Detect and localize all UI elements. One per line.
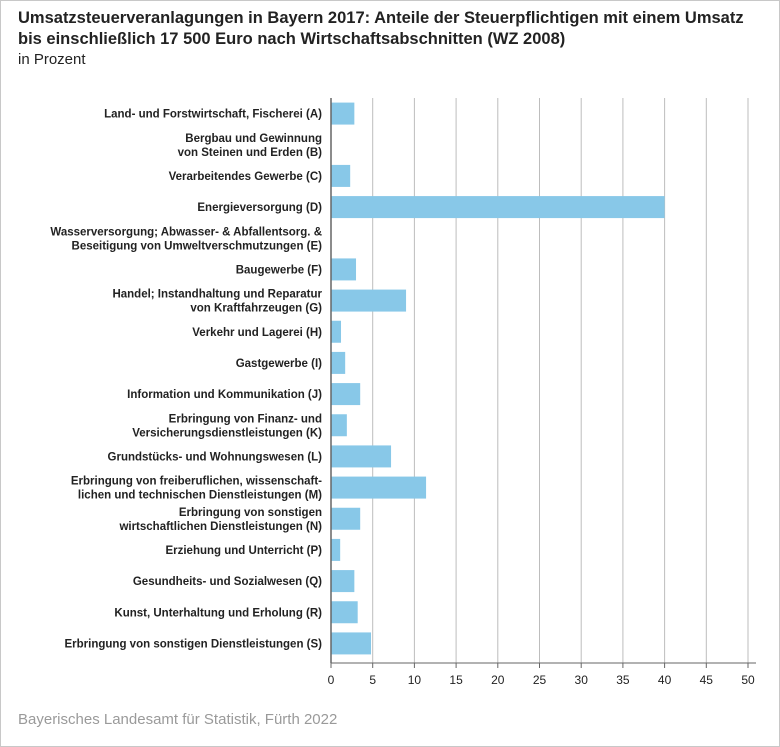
bar [331,445,392,468]
category-label-line: Erbringung von freiberuflichen, wissensc… [71,476,322,488]
category-label: Erbringung von sonstigen wirtschaftlichen… [118,507,322,533]
category-label: Land- und Forstwirtschaft, Fischerei (A) [104,109,322,121]
bar [331,538,341,561]
x-tick-label: 15 [449,673,463,687]
category-label-line: Beseitigung von Umweltverschmutzungen (E… [72,240,323,252]
category-label: Erbringung von freiberuflichen, wissensc… [71,476,322,502]
bar [331,164,351,187]
bar [331,289,407,312]
bar [331,414,347,437]
category-label-line: Information und Kommunikation (J) [127,389,322,401]
category-label-line: Land- und Forstwirtschaft, Fischerei (A) [104,109,322,121]
bar [331,320,342,343]
category-label-line: Versicherungsdienstleistungen (K) [132,427,322,439]
chart-subtitle: in Prozent [18,51,86,68]
category-label: Energieversorgung (D) [197,202,322,214]
x-tick-label: 35 [616,673,630,687]
category-label-line: Verkehr und Lagerei (H) [192,327,322,339]
bar [331,258,357,281]
category-label: Wasserversorgung; Abwasser- & Abfallents… [50,226,322,252]
category-label: Baugewerbe (F) [236,264,322,276]
bar [331,351,346,374]
bar [331,102,355,125]
category-label-line: Erziehung und Unterricht (P) [165,545,322,557]
category-label-line: Verarbeitendes Gewerbe (C) [169,171,323,183]
category-label: Verarbeitendes Gewerbe (C) [169,171,323,183]
category-label-line: von Kraftfahrzeugen (G) [190,303,322,315]
category-label-line: Energieversorgung (D) [197,202,322,214]
x-tick-label: 20 [491,673,505,687]
source-footer: Bayerisches Landesamt für Statistik, Für… [18,711,338,728]
bar [331,196,665,219]
category-label: Erziehung und Unterricht (P) [165,545,322,557]
category-label: Kunst, Unterhaltung und Erholung (R) [114,607,322,619]
category-label-line: von Steinen und Erden (B) [178,147,323,159]
category-label-line: Gastgewerbe (I) [236,358,322,370]
category-label-line: Kunst, Unterhaltung und Erholung (R) [114,607,322,619]
category-label-line: Erbringung von Finanz- und [169,413,322,425]
category-label-line: Gesundheits- und Sozialwesen (Q) [133,576,322,588]
category-label: Handel; Instandhaltung und Reparatur von … [112,289,322,315]
category-label-line: Handel; Instandhaltung und Reparatur [112,289,322,301]
x-tick-label: 30 [575,673,589,687]
category-label: Erbringung von Finanz- und Versicherungsd… [132,413,322,439]
bar [331,601,358,624]
category-label: Erbringung von sonstigen Dienstleistunge… [65,638,323,650]
category-label-line: Baugewerbe (F) [236,264,322,276]
bar [331,570,355,593]
bar [331,476,427,499]
x-tick-label: 0 [328,673,335,687]
x-tick-label: 40 [658,673,672,687]
x-tick-label: 45 [700,673,714,687]
category-label: Gastgewerbe (I) [236,358,322,370]
category-label: Information und Kommunikation (J) [127,389,322,401]
category-label-line: Bergbau und Gewinnung [185,133,322,145]
bar [331,383,361,406]
category-label-line: lichen und technischen Dienstleistungen … [78,490,322,502]
category-label-line: Grundstücks- und Wohnungswesen (L) [108,451,323,463]
category-label-line: Wasserversorgung; Abwasser- & Abfallents… [50,226,322,238]
x-tick-label: 5 [369,673,376,687]
x-tick-label: 25 [533,673,547,687]
chart-title: Umsatzsteuerveranlagungen in Bayern 2017… [18,9,744,48]
category-label: Grundstücks- und Wohnungswesen (L) [108,451,323,463]
category-label: Gesundheits- und Sozialwesen (Q) [133,576,322,588]
category-label-line: Erbringung von sonstigen Dienstleistunge… [65,638,323,650]
category-label-line: wirtschaftlichen Dienstleistungen (N) [118,521,322,533]
bar [331,632,372,655]
category-label: Bergbau und Gewinnung von Steinen und Erd… [178,133,323,159]
category-label: Verkehr und Lagerei (H) [192,327,322,339]
category-label-line: Erbringung von sonstigen [179,507,322,519]
x-tick-label: 10 [408,673,422,687]
bar [331,507,361,530]
x-tick-label: 50 [741,673,755,687]
